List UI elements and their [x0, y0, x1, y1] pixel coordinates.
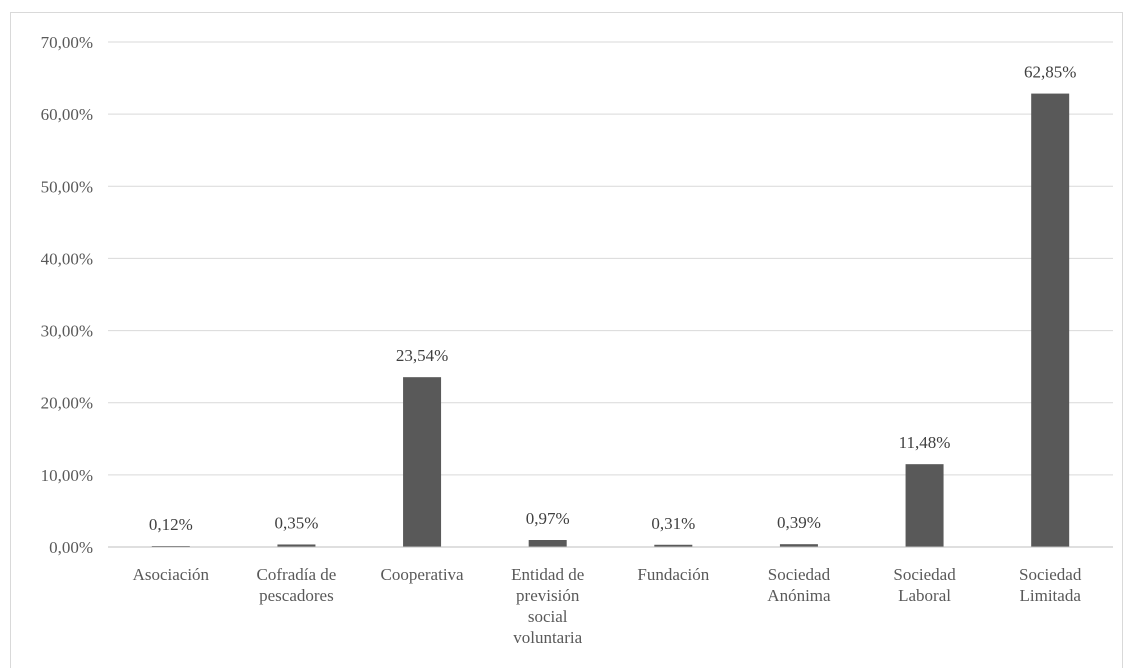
data-label: 62,85% [1024, 63, 1076, 82]
y-tick-label: 70,00% [41, 33, 93, 52]
x-tick-label-line: Limitada [1020, 586, 1082, 605]
gridlines [108, 41, 1113, 548]
data-label: 23,54% [396, 346, 448, 365]
y-tick-label: 40,00% [41, 249, 93, 268]
y-tick-label: 30,00% [41, 322, 93, 341]
x-axis: Asociación Cofradía de pescadores Cooperati… [108, 546, 1113, 647]
x-tick-label-line: Sociedad [893, 565, 956, 584]
x-tick-label-line: previsión [516, 586, 580, 605]
y-tick-label: 0,00% [49, 538, 93, 557]
x-tick-label: Sociedad Limitada [1019, 565, 1082, 605]
bar [905, 464, 944, 547]
x-tick-label-line: Asociación [133, 565, 210, 584]
x-tick-label-line: Laboral [898, 586, 951, 605]
x-tick-label-line: voluntaria [513, 628, 582, 647]
data-label: 0,97% [526, 509, 570, 528]
x-tick-label: Sociedad Anónima [767, 565, 831, 605]
data-label: 11,48% [899, 433, 951, 452]
x-tick-label: Entidad de previsión social voluntaria [511, 565, 584, 647]
bars [151, 93, 1070, 547]
x-tick-label: Asociación [133, 565, 210, 584]
bar [654, 544, 693, 547]
bar [528, 540, 567, 547]
x-tick-label-line: Anónima [767, 586, 831, 605]
x-tick-label-line: Fundación [637, 565, 709, 584]
x-tick-label: Sociedad Laboral [893, 565, 956, 605]
data-label: 0,31% [651, 514, 695, 533]
chart-frame [10, 12, 1123, 668]
x-tick-label-line: Cooperativa [381, 565, 465, 584]
data-label: 0,39% [777, 513, 821, 532]
x-tick-label-line: pescadores [259, 586, 334, 605]
x-tick-label-line: Cofradía de [257, 565, 337, 584]
y-axis: 0,00% 10,00% 20,00% 30,00% 40,00% 50,00% 60,00… [41, 33, 93, 557]
data-label: 0,12% [149, 515, 193, 534]
bar [403, 377, 442, 547]
bar [1031, 93, 1070, 547]
x-tick-label: Cooperativa [381, 565, 465, 584]
x-tick-label: Cofradía de pescadores [257, 565, 337, 605]
y-tick-label: 20,00% [41, 394, 93, 413]
data-label: 0,35% [274, 513, 318, 532]
x-tick-label-line: Sociedad [768, 565, 831, 584]
x-tick-label-line: Entidad de [511, 565, 584, 584]
x-tick-label-line: Sociedad [1019, 565, 1082, 584]
bar [779, 544, 818, 547]
y-tick-label: 10,00% [41, 466, 93, 485]
y-tick-label: 50,00% [41, 177, 93, 196]
bar [277, 544, 316, 547]
data-labels: 0,12% 0,35% 23,54% 0,97% 0,31% 0,39% 11,48% 62,… [149, 63, 1077, 534]
x-tick-label-line: social [528, 607, 568, 626]
y-tick-label: 60,00% [41, 105, 93, 124]
x-tick-label: Fundación [637, 565, 709, 584]
